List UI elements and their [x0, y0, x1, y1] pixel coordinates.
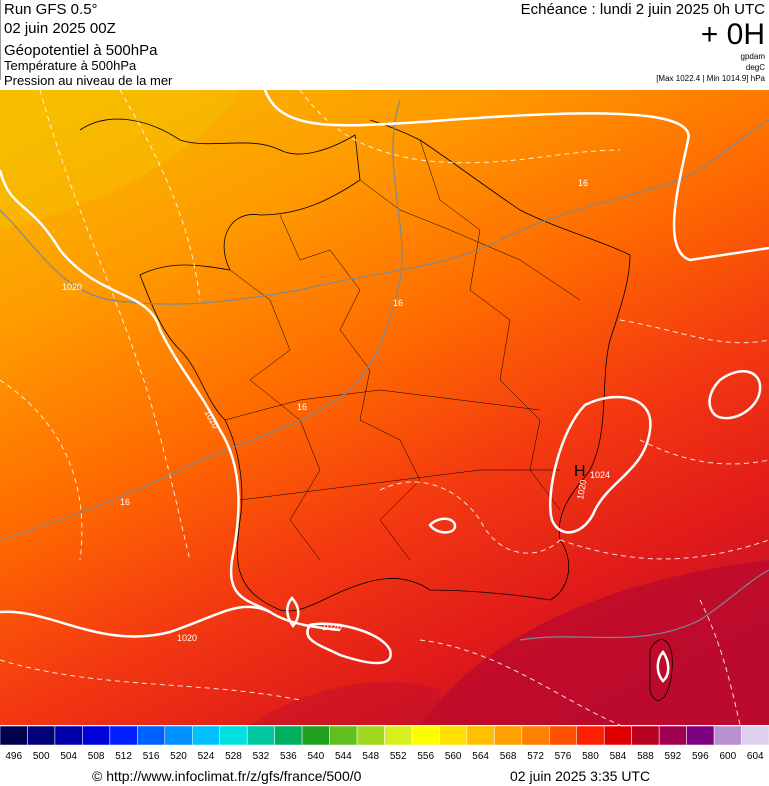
scale-swatch — [384, 725, 413, 746]
scale-label: 556 — [417, 751, 434, 762]
scale-label: 580 — [582, 751, 599, 762]
temperature-label: 16 — [393, 298, 403, 308]
scale-swatch — [329, 725, 358, 746]
scale-label: 572 — [527, 751, 544, 762]
temperature-label: 16 — [120, 497, 130, 507]
scale-label: 576 — [555, 751, 572, 762]
scale-label: 504 — [60, 751, 77, 762]
scale-label: 532 — [253, 751, 270, 762]
pressure-range: [Max 1022.4 | Min 1014.9] hPa — [656, 74, 765, 83]
scale-swatch — [603, 725, 632, 746]
scale-swatch — [658, 725, 687, 746]
scale-swatch — [439, 725, 468, 746]
scale-swatch — [631, 725, 660, 746]
scale-swatch — [137, 725, 166, 746]
scale-swatch — [686, 725, 715, 746]
scale-swatch — [0, 725, 28, 746]
scale-swatch — [27, 725, 56, 746]
footer-date: 02 juin 2025 3:35 UTC — [510, 768, 650, 784]
source: © http://www.infoclimat.fr/z/gfs/france/… — [92, 768, 362, 784]
temperature-label: 16 — [578, 178, 588, 188]
offset: + 0H — [701, 18, 765, 51]
echeance: Echéance : lundi 2 juin 2025 0h UTC — [521, 1, 765, 18]
scale-swatch — [356, 725, 385, 746]
field-1: Géopotentiel à 500hPa — [4, 42, 158, 59]
scale-label: 524 — [198, 751, 215, 762]
field-3: Pression au niveau de la mer — [4, 73, 173, 88]
unit-1: gpdam — [741, 52, 766, 61]
run-date: 02 juin 2025 00Z — [4, 20, 116, 37]
scale-swatch — [54, 725, 83, 746]
scale-swatch — [164, 725, 193, 746]
scale-label: 508 — [88, 751, 105, 762]
scale-label: 564 — [472, 751, 489, 762]
isobar-label: 1020 — [575, 479, 588, 500]
scale-swatch — [246, 725, 275, 746]
scale-label: 588 — [637, 751, 654, 762]
scale-swatch — [411, 725, 440, 746]
scale-label: 500 — [33, 751, 50, 762]
scale-label: 496 — [5, 751, 22, 762]
band — [0, 90, 240, 230]
scale-swatch — [549, 725, 577, 746]
high-value: 1024 — [590, 470, 610, 480]
run-label: Run GFS 0.5° — [4, 1, 98, 18]
isobars — [0, 89, 769, 683]
scale-swatch — [274, 725, 303, 746]
scale-label: 600 — [719, 751, 736, 762]
scale-swatch — [109, 725, 138, 746]
scale-swatch — [466, 725, 495, 746]
coastlines — [0, 0, 673, 701]
scale-label: 512 — [115, 751, 132, 762]
band — [250, 682, 440, 725]
scale-swatch — [219, 725, 248, 746]
scale-swatch — [521, 725, 550, 746]
geopotential-lines — [0, 89, 769, 726]
scale-label: 548 — [362, 751, 379, 762]
scale-label: 592 — [665, 751, 682, 762]
isobar-label: 1020 — [177, 633, 197, 643]
isobar-label: 1020 — [322, 622, 342, 632]
scale-label: 544 — [335, 751, 352, 762]
scale-label: 568 — [500, 751, 517, 762]
scale-swatch — [192, 725, 220, 746]
scale-label: 516 — [143, 751, 160, 762]
scale-label: 604 — [747, 751, 764, 762]
unit-2: degC — [746, 63, 765, 72]
scale-swatch — [301, 725, 330, 746]
isobar-label: 1020 — [62, 282, 82, 292]
scale-label: 596 — [692, 751, 709, 762]
scale-label: 520 — [170, 751, 187, 762]
scale-swatch — [713, 725, 742, 746]
band — [420, 560, 769, 725]
field-2: Température à 500hPa — [4, 58, 137, 73]
color-scale: 496 500 504 508 512 516 520 524 528 532 536 540 544 5… — [0, 725, 769, 762]
scale-label: 560 — [445, 751, 462, 762]
scale-swatch — [82, 725, 111, 746]
scale-swatch — [741, 725, 769, 746]
scale-swatch — [576, 725, 605, 746]
scale-label: 552 — [390, 751, 407, 762]
scale-label: 528 — [225, 751, 242, 762]
high-marker: H — [574, 463, 586, 480]
scale-swatch — [494, 725, 523, 746]
temperature-label: 16 — [297, 402, 307, 412]
scale-label: 536 — [280, 751, 297, 762]
map: 1020 1020 1020 1020 1020 16 16 16 16 H 1… — [0, 0, 769, 726]
scale-label: 540 — [307, 751, 324, 762]
scale-label: 584 — [610, 751, 627, 762]
